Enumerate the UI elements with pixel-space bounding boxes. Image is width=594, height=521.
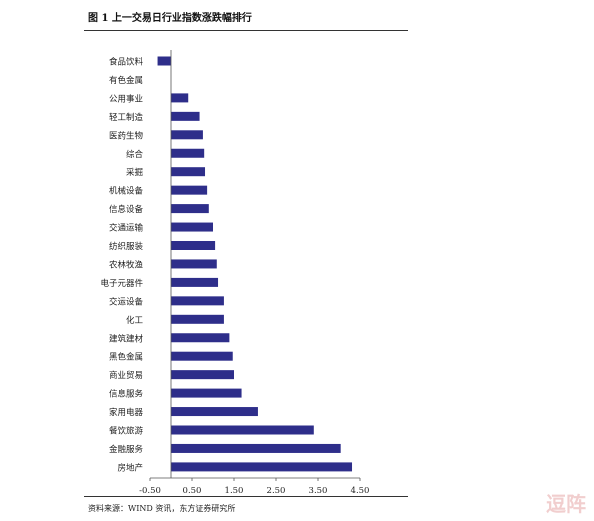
bar <box>171 111 200 121</box>
bar <box>171 407 258 417</box>
category-label: 医药生物 <box>109 130 144 141</box>
category-label: 公用事业 <box>109 93 143 104</box>
category-label: 农林牧渔 <box>109 259 144 270</box>
bottom-rule <box>84 496 408 497</box>
x-tick-label: 4.50 <box>351 486 370 496</box>
category-label: 商业贸易 <box>109 370 143 381</box>
bar <box>171 148 205 158</box>
source-note: 资料来源：WIND 资讯，东方证券研究所 <box>88 504 236 513</box>
bar <box>171 443 341 453</box>
bar <box>171 296 224 306</box>
category-label: 食品饮料 <box>109 57 144 68</box>
category-label: 信息服务 <box>109 389 144 400</box>
x-tick-label: 1.50 <box>225 486 244 496</box>
top-rule <box>84 30 408 31</box>
bar <box>171 314 224 324</box>
bar <box>171 130 203 140</box>
bar <box>171 93 189 103</box>
bar <box>171 259 217 269</box>
bar <box>157 56 171 66</box>
category-label: 家用电器 <box>109 407 144 418</box>
category-label: 建筑建材 <box>109 333 144 344</box>
category-label: 餐饮旅游 <box>109 426 144 437</box>
category-label: 交通运输 <box>109 223 144 234</box>
category-label: 综合 <box>126 149 144 160</box>
bar <box>171 351 233 361</box>
category-label: 电子元器件 <box>100 278 143 289</box>
category-label: 机械设备 <box>109 186 144 197</box>
category-label: 交运设备 <box>109 296 144 307</box>
category-label: 信息设备 <box>109 204 144 215</box>
x-tick-label: 3.50 <box>309 486 328 496</box>
category-label: 轻工制造 <box>109 112 144 123</box>
bar <box>171 370 234 380</box>
bar <box>171 185 208 195</box>
x-tick-label: -0.50 <box>139 486 161 496</box>
category-label: 采掘 <box>126 167 143 178</box>
bar <box>171 462 353 472</box>
category-label: 化工 <box>126 315 144 326</box>
category-label: 黑色金属 <box>109 352 143 363</box>
category-label: 纺织服装 <box>109 241 144 252</box>
chart-title: 图 1 上一交易日行业指数涨跌幅排行 <box>88 13 252 24</box>
bar <box>171 425 314 435</box>
bar <box>171 204 209 214</box>
x-tick-label: 2.50 <box>267 486 286 496</box>
bar <box>171 277 219 287</box>
bar <box>171 388 242 398</box>
watermark-logo: 逗阵 <box>546 492 586 516</box>
x-tick-label: 0.50 <box>183 486 202 496</box>
category-label: 有色金属 <box>109 75 143 86</box>
bar <box>171 333 230 343</box>
bar <box>171 241 216 250</box>
bar <box>171 222 213 232</box>
bar <box>171 167 206 177</box>
category-label: 金融服务 <box>109 444 144 455</box>
category-label: 房地产 <box>117 462 143 473</box>
